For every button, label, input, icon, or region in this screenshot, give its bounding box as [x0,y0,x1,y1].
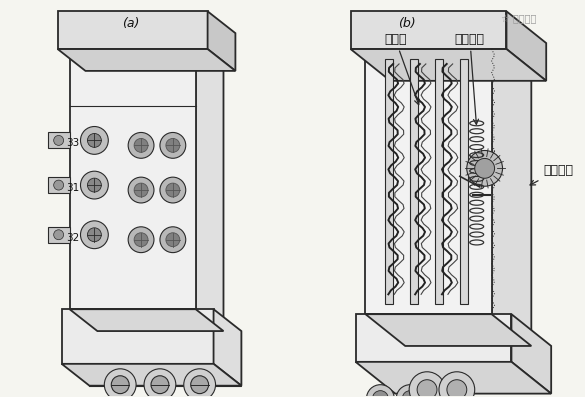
Polygon shape [356,362,551,393]
Circle shape [160,227,186,252]
Circle shape [426,385,454,397]
Circle shape [87,178,101,192]
Circle shape [87,228,101,242]
Circle shape [134,233,148,247]
Circle shape [474,158,494,178]
Circle shape [87,133,101,147]
Text: 31: 31 [67,183,80,193]
Polygon shape [97,71,223,331]
Polygon shape [356,314,511,362]
Text: (b): (b) [398,17,416,30]
Polygon shape [511,314,551,393]
Polygon shape [435,59,443,304]
Polygon shape [61,364,242,385]
Circle shape [447,380,467,397]
Polygon shape [460,59,468,304]
Polygon shape [208,12,235,71]
Text: 复位按钮: 复位按钮 [0,396,1,397]
Circle shape [184,369,215,397]
Circle shape [54,230,64,240]
Circle shape [151,376,169,393]
Polygon shape [405,81,531,346]
Circle shape [134,183,148,197]
Circle shape [54,135,64,145]
Polygon shape [386,59,393,304]
Polygon shape [491,49,531,346]
Polygon shape [410,59,418,304]
Text: 33: 33 [67,139,80,148]
Polygon shape [70,309,223,331]
Circle shape [166,183,180,197]
Polygon shape [70,49,195,309]
Circle shape [81,127,108,154]
Text: (a): (a) [122,17,140,30]
Text: ☆ 电工之家: ☆ 电工之家 [501,14,536,24]
Circle shape [144,369,176,397]
Circle shape [166,233,180,247]
Circle shape [111,376,129,393]
Circle shape [104,369,136,397]
Circle shape [128,177,154,203]
Polygon shape [58,49,235,71]
Circle shape [432,391,448,397]
Circle shape [467,150,503,186]
Circle shape [191,376,209,393]
Text: 32: 32 [67,233,80,243]
Circle shape [128,227,154,252]
Circle shape [166,139,180,152]
Polygon shape [214,309,242,385]
Circle shape [160,177,186,203]
Circle shape [81,221,108,249]
Circle shape [128,133,154,158]
Circle shape [160,133,186,158]
Circle shape [417,380,437,397]
Text: 常闭触头: 常闭触头 [530,164,573,185]
Polygon shape [350,12,507,49]
Circle shape [81,171,108,199]
Text: 热元件: 热元件 [384,33,419,105]
Polygon shape [350,49,546,81]
Circle shape [409,372,445,397]
Circle shape [373,391,388,397]
Polygon shape [90,331,242,385]
Bar [48,177,70,193]
Polygon shape [58,12,208,49]
Circle shape [366,385,394,397]
Circle shape [396,385,424,397]
Circle shape [54,180,64,190]
Polygon shape [61,309,214,364]
Polygon shape [507,12,546,81]
Bar [48,133,70,148]
Circle shape [134,139,148,152]
Text: 动作机构: 动作机构 [455,33,485,124]
Polygon shape [366,314,531,346]
Circle shape [439,372,474,397]
Polygon shape [195,49,223,331]
Circle shape [402,391,418,397]
Bar [48,227,70,243]
Polygon shape [366,49,491,314]
